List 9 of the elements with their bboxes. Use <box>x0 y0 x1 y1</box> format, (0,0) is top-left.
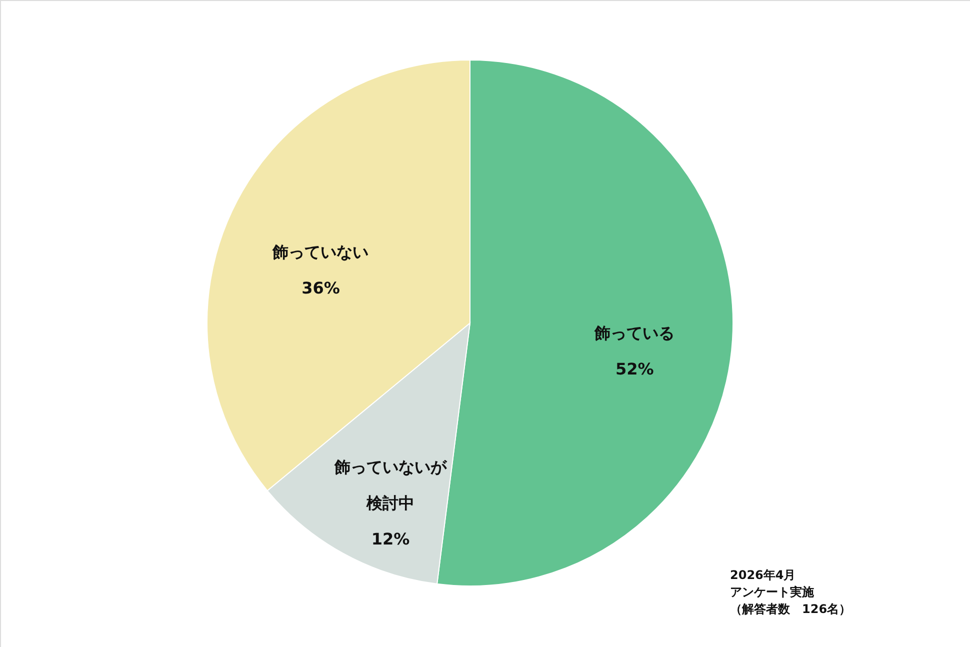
slice-label: 飾っていない <box>272 242 369 262</box>
data-label: 12% <box>371 530 410 549</box>
data-label: 52% <box>616 359 654 378</box>
slice-label: 飾っている <box>594 323 675 342</box>
data-label: 36% <box>302 278 340 298</box>
text: 2026年4月 <box>730 568 796 582</box>
text: （解答者数 126名） <box>730 602 852 616</box>
text: アンケート実施 <box>730 585 815 599</box>
slice-label: 飾っていないが検討中 <box>334 458 448 513</box>
